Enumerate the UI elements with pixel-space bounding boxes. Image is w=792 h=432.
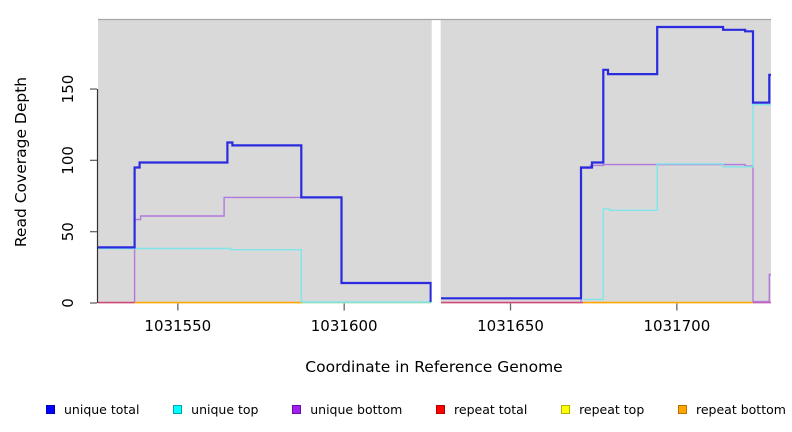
- legend-item-unique-top: unique top: [173, 402, 258, 417]
- y-axis-title: Read Coverage Depth: [12, 77, 30, 247]
- legend-item-repeat-total: repeat total: [436, 402, 527, 417]
- y-tick-label: 150: [59, 75, 77, 104]
- x-tick-label: 1031550: [144, 317, 211, 335]
- chart-svg: 1031550 1031600 1031650 1031700 0 50 100 150 Co…: [12, 18, 771, 376]
- legend-item-unique-bottom: unique bottom: [292, 402, 402, 417]
- unique-total-swatch-icon: [46, 404, 55, 414]
- legend-label: repeat total: [454, 401, 528, 417]
- chart-render-layer: 1031550 1031600 1031650 1031700 0 50 100 150: [59, 18, 771, 335]
- series-line-unique-top: [583, 103, 771, 301]
- legend-label: unique total: [64, 401, 140, 417]
- x-tick-label: 1031700: [643, 317, 710, 335]
- legend-item-unique-total: unique total: [46, 402, 139, 417]
- legend-item-repeat-top: repeat top: [561, 402, 644, 417]
- y-tick-label: 0: [59, 298, 77, 308]
- legend: unique total unique top unique bottom repea…: [46, 399, 786, 419]
- repeat-top-swatch-icon: [561, 404, 571, 414]
- legend-label: repeat top: [579, 401, 645, 417]
- series-line-unique-total: [98, 141, 432, 302]
- panel-gap: [431, 20, 441, 304]
- legend-item-repeat-bottom: repeat bottom: [678, 402, 786, 417]
- repeat-total-swatch-icon: [436, 404, 446, 414]
- y-tick-label: 50: [59, 222, 77, 241]
- unique-bottom-swatch-icon: [292, 404, 302, 414]
- legend-label: unique top: [191, 401, 259, 417]
- series-line-unique-total: [441, 25, 771, 300]
- x-tick-label: 1031650: [477, 317, 544, 335]
- series-line-unique-top: [98, 247, 432, 303]
- unique-top-swatch-icon: [173, 404, 183, 414]
- x-axis-title: Coordinate in Reference Genome: [305, 358, 562, 376]
- x-tick-label: 1031600: [311, 317, 378, 335]
- y-tick-label: 100: [59, 146, 77, 175]
- repeat-bottom-swatch-icon: [678, 404, 687, 414]
- legend-label: repeat bottom: [696, 401, 786, 417]
- legend-label: unique bottom: [310, 401, 403, 417]
